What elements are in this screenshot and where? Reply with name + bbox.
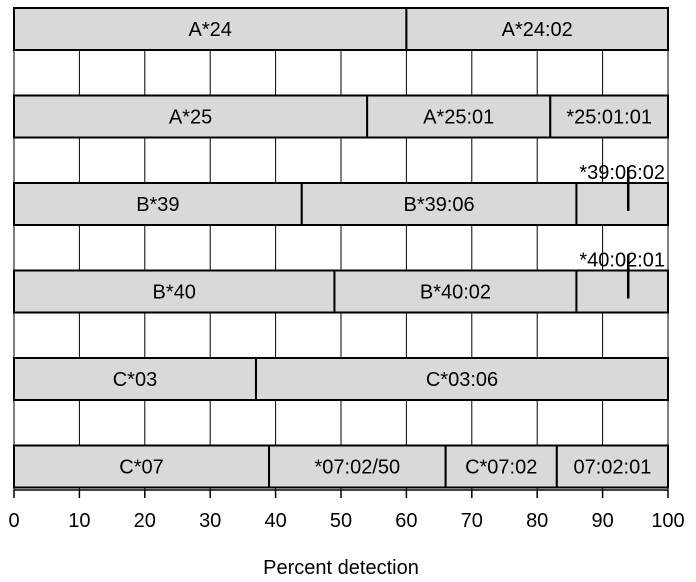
x-tick-label: 80	[526, 510, 548, 532]
bar-segment	[13, 444, 271, 489]
bar-segment	[549, 94, 670, 139]
x-tick-label: 50	[330, 510, 352, 532]
bar-segment-label: C*07	[119, 457, 163, 479]
bar-segment	[575, 182, 669, 226]
bar-segment	[13, 182, 303, 226]
bar-segment-label: *07:02/50	[315, 457, 401, 479]
bar-segment-label: C*03:06	[426, 369, 498, 391]
x-tick-label: 100	[651, 510, 684, 532]
bar-segment	[13, 94, 369, 139]
bar-segment	[555, 444, 670, 489]
bar-segment-label: C*03	[113, 369, 157, 391]
bar-segment-label: A*25:01	[423, 107, 494, 129]
bar-segment	[13, 269, 336, 314]
x-tick-label: 30	[199, 510, 221, 532]
bar-segment	[405, 7, 669, 51]
bar-segment	[333, 269, 578, 314]
bar-segment-label: B*39:06	[404, 194, 475, 216]
bar-segment	[13, 7, 408, 51]
bar-segment-label: A*25	[169, 107, 212, 129]
bar-segment-label: C*07:02	[465, 457, 537, 479]
bar-segment-label: B*40:02	[420, 282, 491, 304]
bar-segment	[254, 357, 669, 401]
callout-label: *40:02:01	[579, 250, 665, 272]
x-tick-label: 10	[68, 510, 90, 532]
bar-segment-label: 07:02:01	[573, 457, 651, 479]
x-tick-label: 40	[264, 510, 286, 532]
bar-segment-label: A*24	[189, 19, 232, 41]
callout-label: *39:06:02	[579, 162, 665, 184]
bar-segment	[575, 269, 669, 314]
x-tick-label: 60	[395, 510, 417, 532]
bar-segment-label: *25:01:01	[566, 107, 652, 129]
bar-segment-label: A*24:02	[502, 19, 573, 41]
x-tick-label: 70	[461, 510, 483, 532]
bar-segment-label: B*39	[136, 194, 179, 216]
x-axis: 0 10 20 30 40 50 60 70 80 90 100	[8, 489, 685, 532]
x-tick-label: 90	[591, 510, 613, 532]
x-tick-label: 20	[134, 510, 156, 532]
bar-segment-label: B*40	[153, 282, 196, 304]
bar-segment	[366, 94, 552, 139]
x-axis-label: Percent detection	[263, 557, 419, 579]
bars: A*24 A*24:02 A*25 A*25:01 *25:01:01 B*39 B*39:…	[13, 7, 670, 489]
x-tick-label: 0	[8, 510, 19, 532]
bar-segment	[13, 357, 257, 401]
